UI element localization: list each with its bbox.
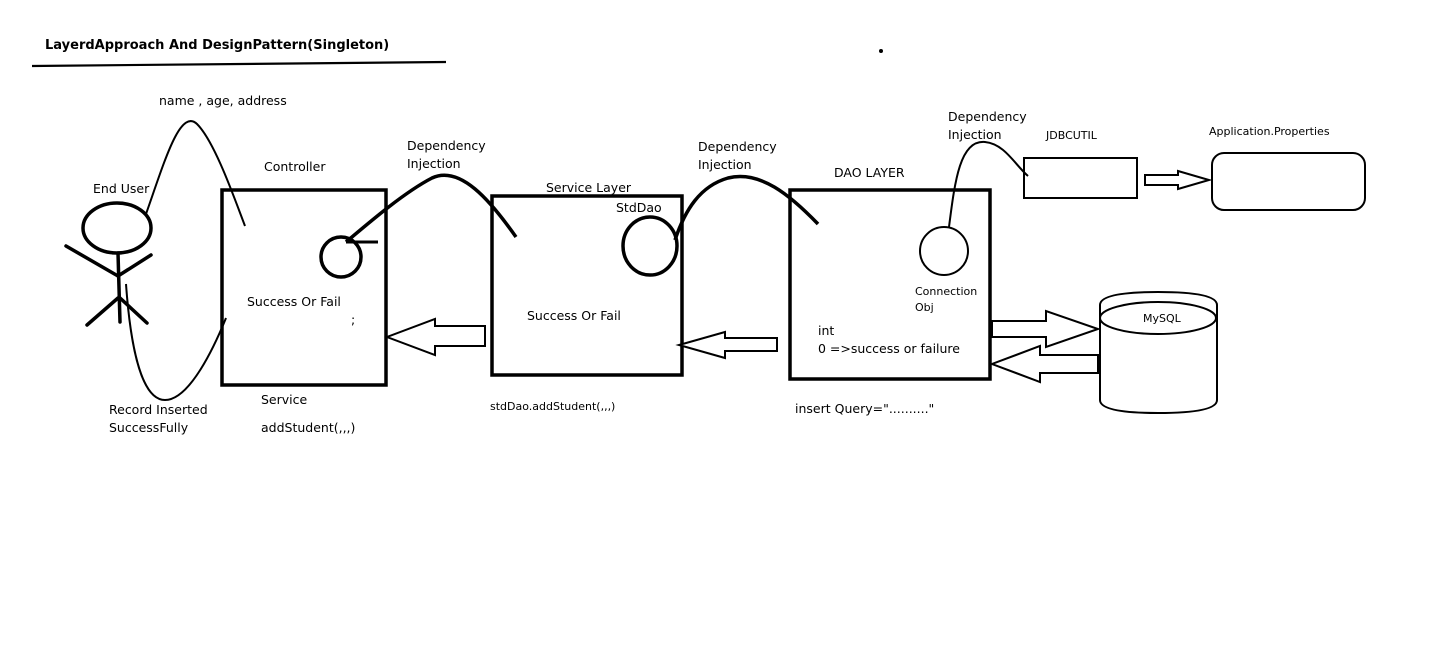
service-layer-label: Service Layer [546, 180, 632, 195]
title-underline [31, 60, 447, 68]
di-2-label-line2: Injection [698, 157, 752, 172]
insert-query-label: insert Query=".........." [795, 401, 935, 416]
arrow-mysql-to-dao [989, 344, 1099, 384]
return-arrow-dao-to-service [675, 330, 778, 360]
di-2-label-line1: Dependency [698, 139, 777, 154]
controller-semicolon: ; [351, 312, 356, 327]
diagram-title: LayerdApproach And DesignPattern(Singlet… [45, 38, 390, 53]
request-curve [145, 120, 246, 227]
stddao-ref-circle [621, 215, 679, 277]
record-inserted-label-line2: SuccessFully [109, 420, 189, 435]
app-properties-box [1211, 152, 1366, 211]
controller-service-ref-circle [319, 235, 363, 279]
user-head [81, 201, 153, 255]
jdbcutil-label: JDBCUTIL [1046, 129, 1097, 142]
di-3-label-line1: Dependency [948, 109, 1027, 124]
user-inputs-label: name , age, address [159, 93, 287, 108]
service-call-label-line2: addStudent(,,,) [261, 420, 356, 435]
service-box [490, 194, 684, 377]
end-user-figure [64, 201, 153, 327]
dao-layer-label: DAO LAYER [834, 165, 905, 180]
stray-dot [879, 49, 883, 53]
stddao-label: StdDao [616, 200, 662, 215]
user-leg-left [85, 296, 120, 327]
user-arms-left [64, 244, 120, 278]
di-3-label-line2: Injection [948, 127, 1002, 142]
end-user-label: End User [93, 181, 150, 196]
jdbcutil-box [1023, 157, 1138, 199]
mysql-label: MySQL [1143, 312, 1181, 325]
app-properties-label: Application.Properties [1209, 125, 1330, 138]
connection-obj-circle [919, 226, 969, 276]
controller-result-label: Success Or Fail [247, 294, 341, 309]
return-arrow-service-to-controller [384, 317, 486, 357]
connection-obj-label-line2: Obj [915, 301, 934, 314]
di-curve-2 [673, 174, 820, 241]
di-1-label-line2: Injection [407, 156, 461, 171]
user-arms-right [116, 253, 153, 278]
record-inserted-label-line1: Record Inserted [109, 402, 208, 417]
response-curve [125, 283, 227, 402]
di-1-label-line1: Dependency [407, 138, 486, 153]
controller-box [220, 188, 388, 387]
dao-box [788, 188, 992, 381]
dao-call-label: stdDao.addStudent(,,,) [490, 400, 616, 413]
dao-int-label: int [818, 323, 835, 338]
controller-label: Controller [264, 159, 326, 174]
dao-result-label: 0 =>success or failure [818, 341, 960, 356]
user-leg-right [118, 296, 149, 325]
connection-obj-label-line1: Connection [915, 285, 978, 298]
mysql-cylinder [1099, 290, 1218, 415]
arrow-to-properties [1144, 169, 1213, 191]
arrow-dao-to-mysql [991, 309, 1102, 349]
service-result-label: Success Or Fail [527, 308, 621, 323]
di-curve-3 [948, 140, 1029, 228]
service-call-label-line1: Service [261, 392, 308, 407]
user-body [116, 251, 122, 324]
